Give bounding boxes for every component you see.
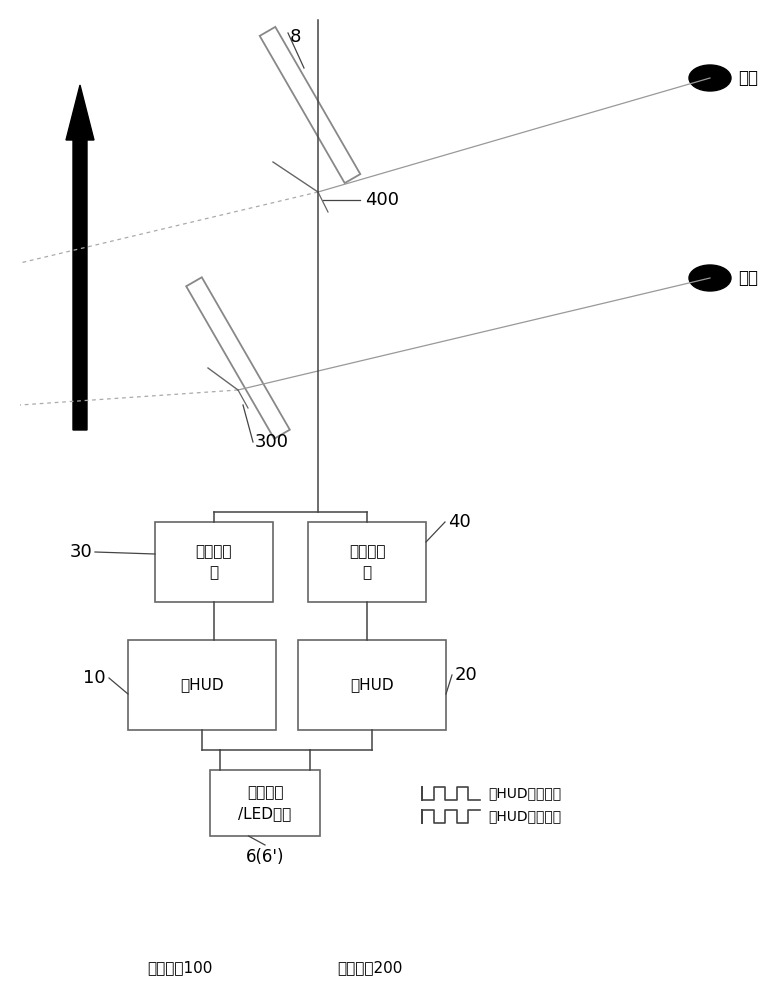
Text: 6(6'): 6(6') bbox=[246, 848, 284, 866]
Text: 8: 8 bbox=[290, 28, 301, 46]
Text: 右眼画面200: 右眼画面200 bbox=[337, 960, 402, 976]
Ellipse shape bbox=[689, 65, 731, 91]
Text: 左光学系
统: 左光学系 统 bbox=[196, 544, 233, 580]
Bar bbox=[298, 640, 446, 730]
Text: 左眼: 左眼 bbox=[738, 269, 758, 287]
Text: 40: 40 bbox=[448, 513, 471, 531]
Text: 右光学系
统: 右光学系 统 bbox=[348, 544, 385, 580]
Text: 左眼画面100: 左眼画面100 bbox=[147, 960, 213, 976]
Text: 30: 30 bbox=[69, 543, 92, 561]
Text: 背光控制
/LED驱动: 背光控制 /LED驱动 bbox=[238, 785, 291, 821]
Ellipse shape bbox=[689, 265, 731, 291]
Text: 左HUD驱动信号: 左HUD驱动信号 bbox=[488, 786, 561, 800]
Text: 20: 20 bbox=[455, 666, 478, 684]
Text: 右HUD: 右HUD bbox=[350, 678, 394, 692]
Text: 10: 10 bbox=[83, 669, 106, 687]
Bar bbox=[128, 640, 276, 730]
Text: 右眼: 右眼 bbox=[738, 69, 758, 87]
Text: 400: 400 bbox=[365, 191, 399, 209]
Polygon shape bbox=[66, 85, 94, 430]
Bar bbox=[210, 770, 320, 836]
Text: 左HUD: 左HUD bbox=[180, 678, 224, 692]
Bar bbox=[308, 522, 426, 602]
Bar bbox=[155, 522, 273, 602]
Text: 右HUD驱动信号: 右HUD驱动信号 bbox=[488, 810, 561, 824]
Text: 300: 300 bbox=[255, 433, 289, 451]
